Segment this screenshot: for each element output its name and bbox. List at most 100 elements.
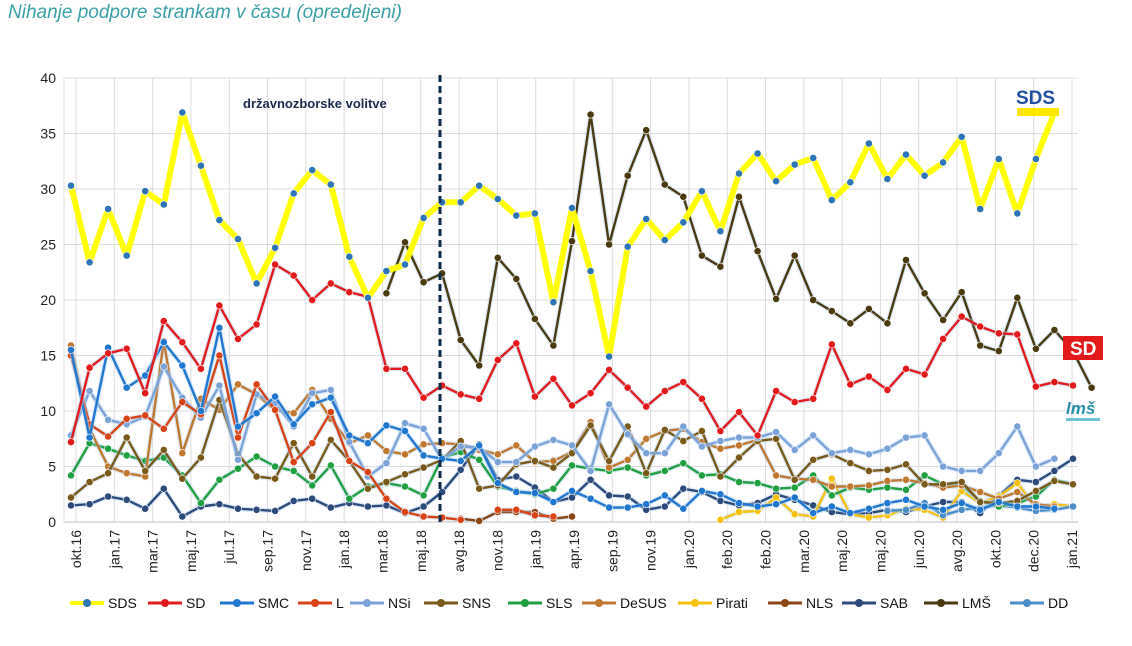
data-point (1013, 502, 1022, 511)
legend-label: NSi (388, 595, 411, 611)
data-point (363, 293, 372, 302)
data-point (67, 438, 75, 446)
data-point (698, 394, 706, 403)
data-point (401, 419, 409, 428)
data-point (456, 442, 465, 451)
data-point (419, 393, 428, 402)
data-point (698, 442, 706, 451)
data-point (568, 449, 576, 458)
data-point (85, 387, 94, 395)
data-point (660, 236, 669, 244)
x-axis: okt.16 jan.17 mar.17 maj.17 jul.17 sep.17 nov.… (68, 530, 1080, 573)
series-smc (67, 323, 1059, 517)
data-point (122, 344, 131, 353)
x-tick-label: jan.21 (1064, 530, 1080, 569)
data-point (104, 469, 112, 478)
data-point (549, 298, 558, 307)
data-point (716, 515, 725, 524)
data-point (215, 500, 224, 509)
data-point (308, 166, 317, 174)
data-point (196, 453, 205, 462)
data-point (531, 392, 539, 401)
data-point (252, 380, 261, 389)
data-point (827, 196, 836, 204)
data-point (790, 483, 799, 492)
y-tick-label: 30 (40, 181, 56, 197)
data-point (994, 329, 1003, 338)
data-point (456, 456, 465, 465)
data-point (419, 512, 428, 521)
data-point (308, 494, 317, 503)
sds-logo-text: SDS (1016, 88, 1055, 109)
data-point (549, 498, 558, 506)
data-point (512, 505, 521, 514)
data-point (456, 390, 465, 399)
data-point (159, 317, 168, 325)
data-point (363, 439, 372, 448)
data-point (605, 503, 613, 512)
legend-item-pirati: Pirati (678, 595, 748, 611)
data-point (1050, 466, 1059, 475)
data-point (679, 192, 688, 201)
data-point (382, 267, 391, 275)
data-point (902, 475, 910, 484)
data-point (790, 475, 799, 484)
lms-logo: lmš (1066, 399, 1100, 421)
legend-marker (311, 599, 319, 607)
data-point (883, 506, 892, 515)
data-point (883, 483, 892, 492)
data-point (623, 492, 632, 501)
data-point (1032, 486, 1040, 495)
data-point (865, 372, 873, 381)
data-point (271, 506, 279, 515)
data-point (382, 421, 391, 430)
data-point (586, 494, 595, 503)
data-point (827, 491, 836, 500)
legend-label: SAB (880, 595, 908, 611)
data-point (586, 466, 595, 475)
data-point (772, 428, 780, 436)
data-point (753, 479, 762, 487)
data-point (902, 433, 910, 442)
data-point (271, 474, 279, 483)
data-point (790, 445, 799, 454)
data-point (401, 450, 409, 459)
data-point (122, 383, 131, 392)
data-point (568, 486, 576, 495)
data-point (196, 161, 205, 170)
data-point (178, 449, 187, 458)
data-point (196, 364, 205, 373)
data-point (271, 392, 279, 401)
data-point (939, 158, 947, 167)
data-point (660, 180, 669, 189)
data-point (252, 505, 261, 514)
data-point (605, 463, 613, 472)
data-point (326, 393, 335, 402)
data-point (994, 347, 1003, 355)
data-point (456, 198, 465, 207)
data-point (586, 475, 595, 484)
series-layer (67, 108, 1096, 525)
data-point (531, 456, 539, 465)
data-point (883, 444, 892, 453)
data-point (920, 289, 929, 298)
x-tick-label: avg.20 (949, 530, 965, 572)
data-point (493, 195, 502, 203)
x-tick-label: jun.20 (911, 530, 927, 569)
legend-marker (233, 599, 241, 607)
data-point (493, 479, 502, 487)
data-point (1050, 326, 1059, 334)
data-point (382, 459, 391, 468)
data-point (531, 511, 539, 520)
data-point (271, 260, 279, 269)
data-point (419, 213, 428, 222)
data-point (326, 385, 335, 394)
legend-label: SNS (462, 595, 491, 611)
data-point (419, 424, 428, 433)
data-point (234, 380, 242, 389)
data-point (252, 320, 261, 329)
x-tick-label: maj.20 (834, 530, 850, 572)
data-point (196, 499, 205, 507)
legend-marker (1023, 599, 1031, 607)
data-point (549, 435, 558, 444)
